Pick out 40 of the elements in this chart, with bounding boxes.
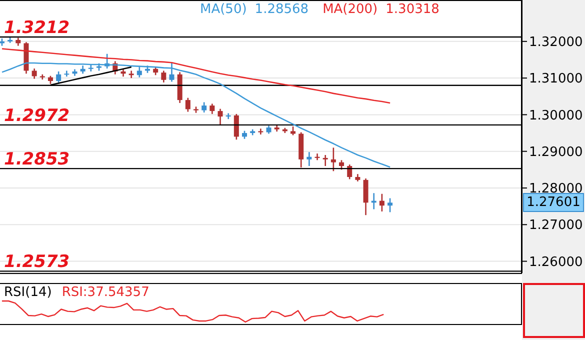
candlestick xyxy=(56,70,62,84)
candlestick xyxy=(314,152,320,161)
y-tick-label: 1.30000 xyxy=(529,108,583,124)
candlestick xyxy=(306,151,312,167)
text: MA(200) xyxy=(322,2,378,17)
candlestick xyxy=(258,128,264,136)
candlestick xyxy=(379,193,384,212)
candlestick xyxy=(322,154,328,167)
candlestick xyxy=(202,102,207,114)
candlestick xyxy=(136,66,142,78)
candlestick xyxy=(330,147,336,172)
candlestick xyxy=(128,70,134,79)
candlestick xyxy=(218,108,223,126)
y-tick-label: 1.32000 xyxy=(529,35,583,50)
line-series xyxy=(1,48,391,104)
annotation: 1.30318 xyxy=(386,2,440,17)
candlestick xyxy=(226,112,231,120)
candlestick xyxy=(388,198,393,213)
y-tick-label: 1.27000 xyxy=(529,218,583,234)
ref-line-label: 1.2853 xyxy=(4,150,70,170)
text: MA(50) xyxy=(200,2,247,17)
y-tick-label: 1.31000 xyxy=(529,72,583,87)
chart-title: RSI(14) xyxy=(4,285,52,300)
candlestick xyxy=(161,70,166,84)
candlestick xyxy=(363,178,368,216)
candlestick xyxy=(64,70,70,78)
annotation: 1.28568 xyxy=(254,2,309,17)
ref-line-label: 1.2573 xyxy=(4,252,70,272)
ref-line-label: 1.2972 xyxy=(4,106,70,126)
candlestick xyxy=(185,97,190,112)
series-label: RSI:37.54357 xyxy=(62,285,150,300)
ref-line-label: 1.3212 xyxy=(4,18,70,38)
y-tick-label: 1.29000 xyxy=(529,144,583,160)
candlestick xyxy=(210,103,215,115)
candlestick xyxy=(32,68,37,80)
candlestick xyxy=(234,113,239,140)
text: 1.27601 xyxy=(523,192,584,212)
y-tick-label: 1.26000 xyxy=(529,254,583,270)
candlestick xyxy=(339,159,344,170)
candlestick xyxy=(347,164,352,180)
